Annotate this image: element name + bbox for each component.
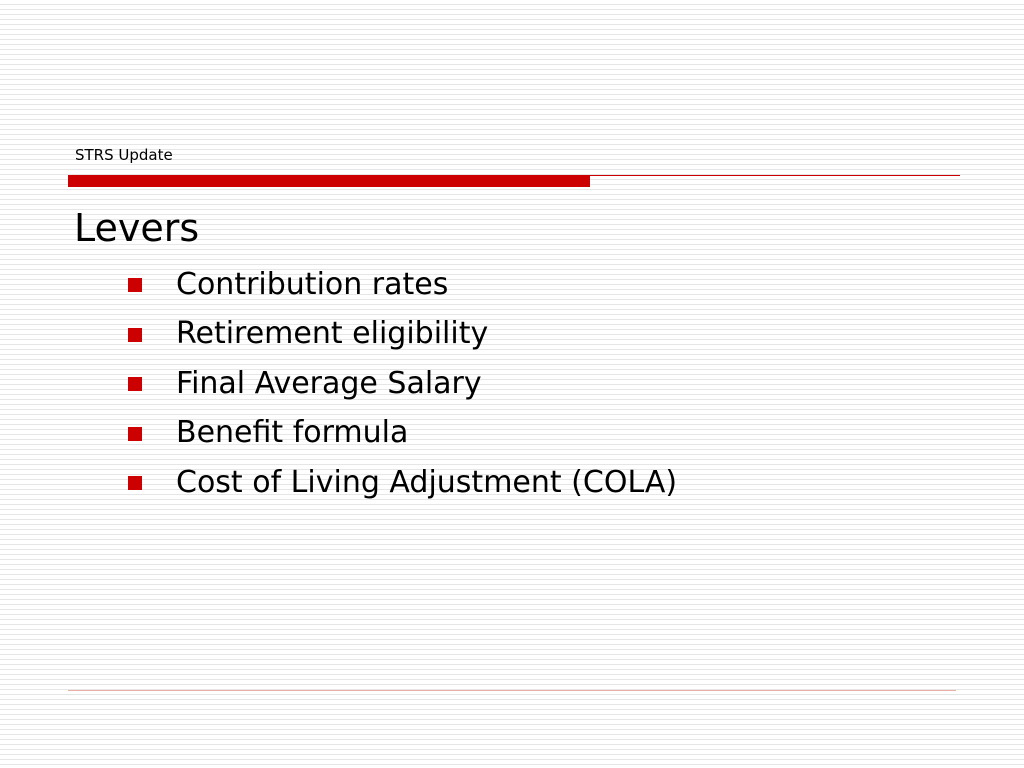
bullet-list: Contribution rates Retirement eligibilit… [128,260,677,508]
header-label: STRS Update [75,146,173,164]
header-rule-thin [590,175,960,176]
bullet-item: Cost of Living Adjustment (COLA) [128,458,677,508]
bullet-item: Final Average Salary [128,359,677,409]
bullet-item: Benefit formula [128,409,677,459]
footer-rule [68,690,956,691]
bullet-item: Retirement eligibility [128,310,677,360]
header-rule-thick [68,175,590,187]
bullet-text: Cost of Living Adjustment (COLA) [176,464,678,500]
slide-title: Levers [74,206,200,250]
bullet-text: Final Average Salary [176,365,482,401]
bullet-text: Retirement eligibility [176,316,489,352]
bullet-text: Contribution rates [176,266,449,302]
square-bullet-icon [128,327,142,342]
square-bullet-icon [128,426,142,441]
square-bullet-icon [128,278,142,293]
bullet-item: Contribution rates [128,260,677,310]
square-bullet-icon [128,476,142,491]
square-bullet-icon [128,377,142,392]
bullet-text: Benefit formula [176,415,409,451]
